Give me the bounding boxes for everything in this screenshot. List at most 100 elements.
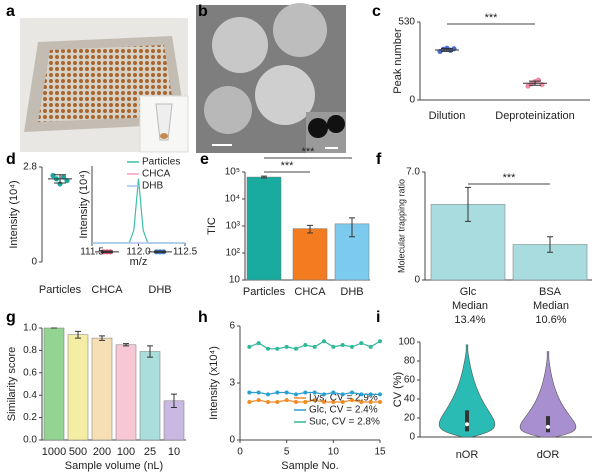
error-bar <box>441 47 453 52</box>
marker <box>303 390 308 395</box>
particle <box>255 65 315 125</box>
category-label: 500 <box>69 446 87 458</box>
y-tick-label: 10² <box>226 248 241 259</box>
marker <box>340 343 345 347</box>
error-bar <box>171 393 177 409</box>
legend-label: Suc, CV = 2.8% <box>309 417 380 428</box>
x-tick-label: 15 <box>374 447 386 458</box>
category-label: BSA <box>539 286 562 298</box>
y-tick-label: 2.8 <box>23 162 37 173</box>
tube-sample <box>160 133 168 139</box>
category-label: CHCA <box>91 284 123 296</box>
tube <box>155 103 173 141</box>
series-line <box>92 178 185 244</box>
error-bar <box>99 335 105 341</box>
y-tick-label: 0.2 <box>23 412 37 423</box>
marker <box>266 400 270 404</box>
y-tick-label: 20 <box>404 413 416 424</box>
marker <box>322 339 326 344</box>
category-label: Particles <box>39 284 82 296</box>
median-annotation: Median <box>452 300 488 312</box>
marker <box>266 392 270 397</box>
y-tick-label: 60 <box>404 375 416 386</box>
y-tick-label: 7.0 <box>406 167 420 178</box>
marker <box>275 346 280 351</box>
panel-label: d <box>6 151 16 168</box>
y-tick-label: 10 <box>229 275 241 286</box>
error-bar <box>261 175 267 179</box>
data-point <box>50 172 56 179</box>
marker <box>359 392 364 397</box>
violin-body <box>438 344 496 438</box>
panel-label: g <box>6 309 16 326</box>
panel-label: a <box>6 3 15 20</box>
category-label: 1000 <box>42 446 66 458</box>
marker <box>359 400 364 404</box>
marker <box>294 392 298 397</box>
marker <box>275 400 280 404</box>
y-tick-label: 3 <box>229 378 235 389</box>
y-tick-label: 530 <box>398 17 415 28</box>
bar <box>292 228 328 281</box>
y-axis-label: CV (%) <box>392 372 404 407</box>
marker <box>368 392 373 397</box>
data-point <box>535 77 542 83</box>
marker <box>312 390 317 395</box>
error-bar <box>54 174 66 184</box>
category-label: Glc <box>460 286 477 298</box>
median-value-label: 13.4% <box>454 314 485 326</box>
x-tick-label: 5 <box>284 447 290 458</box>
marker <box>331 390 336 395</box>
violin-body <box>519 351 577 438</box>
y-tick-label: 10⁵ <box>225 167 240 178</box>
marker <box>303 343 308 347</box>
marker <box>294 400 298 404</box>
panel-label: i <box>376 309 380 326</box>
y-tick-label: 0 <box>31 257 37 268</box>
y-axis-label: Intensity (10⁴) <box>8 180 20 248</box>
category-label: 200 <box>93 446 111 458</box>
marker <box>368 400 373 404</box>
category-label: nOR <box>456 449 479 461</box>
panel-label: f <box>376 151 382 168</box>
x-axis-label: Sample No. <box>281 460 338 472</box>
panel-label: e <box>200 151 209 168</box>
y-tick-label: 0 <box>414 275 420 286</box>
error-bar <box>465 186 471 222</box>
marker <box>256 341 261 346</box>
category-label: dOR <box>537 449 560 461</box>
particle <box>204 86 252 134</box>
marker <box>294 346 298 351</box>
marker <box>303 400 308 404</box>
marker <box>275 390 280 395</box>
y-tick-label: 80 <box>404 356 416 367</box>
error-bar <box>101 250 113 253</box>
y-axis-label: Peak number <box>392 28 404 94</box>
marker <box>378 400 382 404</box>
error-bar <box>123 343 129 347</box>
bar <box>67 334 89 441</box>
y-tick-label: 0 <box>409 432 415 443</box>
y-tick-label: 0.4 <box>23 390 37 401</box>
legend-label: Lys, CV = 2.9% <box>309 393 378 404</box>
category-label: DHB <box>340 286 363 298</box>
x-axis-label: m/z <box>130 256 148 268</box>
y-tick-label: 0 <box>229 435 235 446</box>
legend-label: DHB <box>142 181 163 192</box>
marker <box>256 398 261 403</box>
y-tick-label: 0 <box>409 95 415 106</box>
category-label: 10 <box>168 446 180 458</box>
bar <box>43 327 65 441</box>
marker <box>284 390 289 395</box>
marker <box>350 390 354 395</box>
y-axis-label: Intensity (x10⁴) <box>208 346 220 420</box>
x-tick-label: 112.0 <box>126 247 151 258</box>
particle <box>212 17 268 73</box>
median-value-label: 10.6% <box>535 314 566 326</box>
marker <box>266 346 270 351</box>
x-tick-label: 111.5 <box>80 247 104 258</box>
photo-panel-a <box>20 18 189 153</box>
bar <box>139 351 161 441</box>
panel-label: b <box>198 3 208 20</box>
